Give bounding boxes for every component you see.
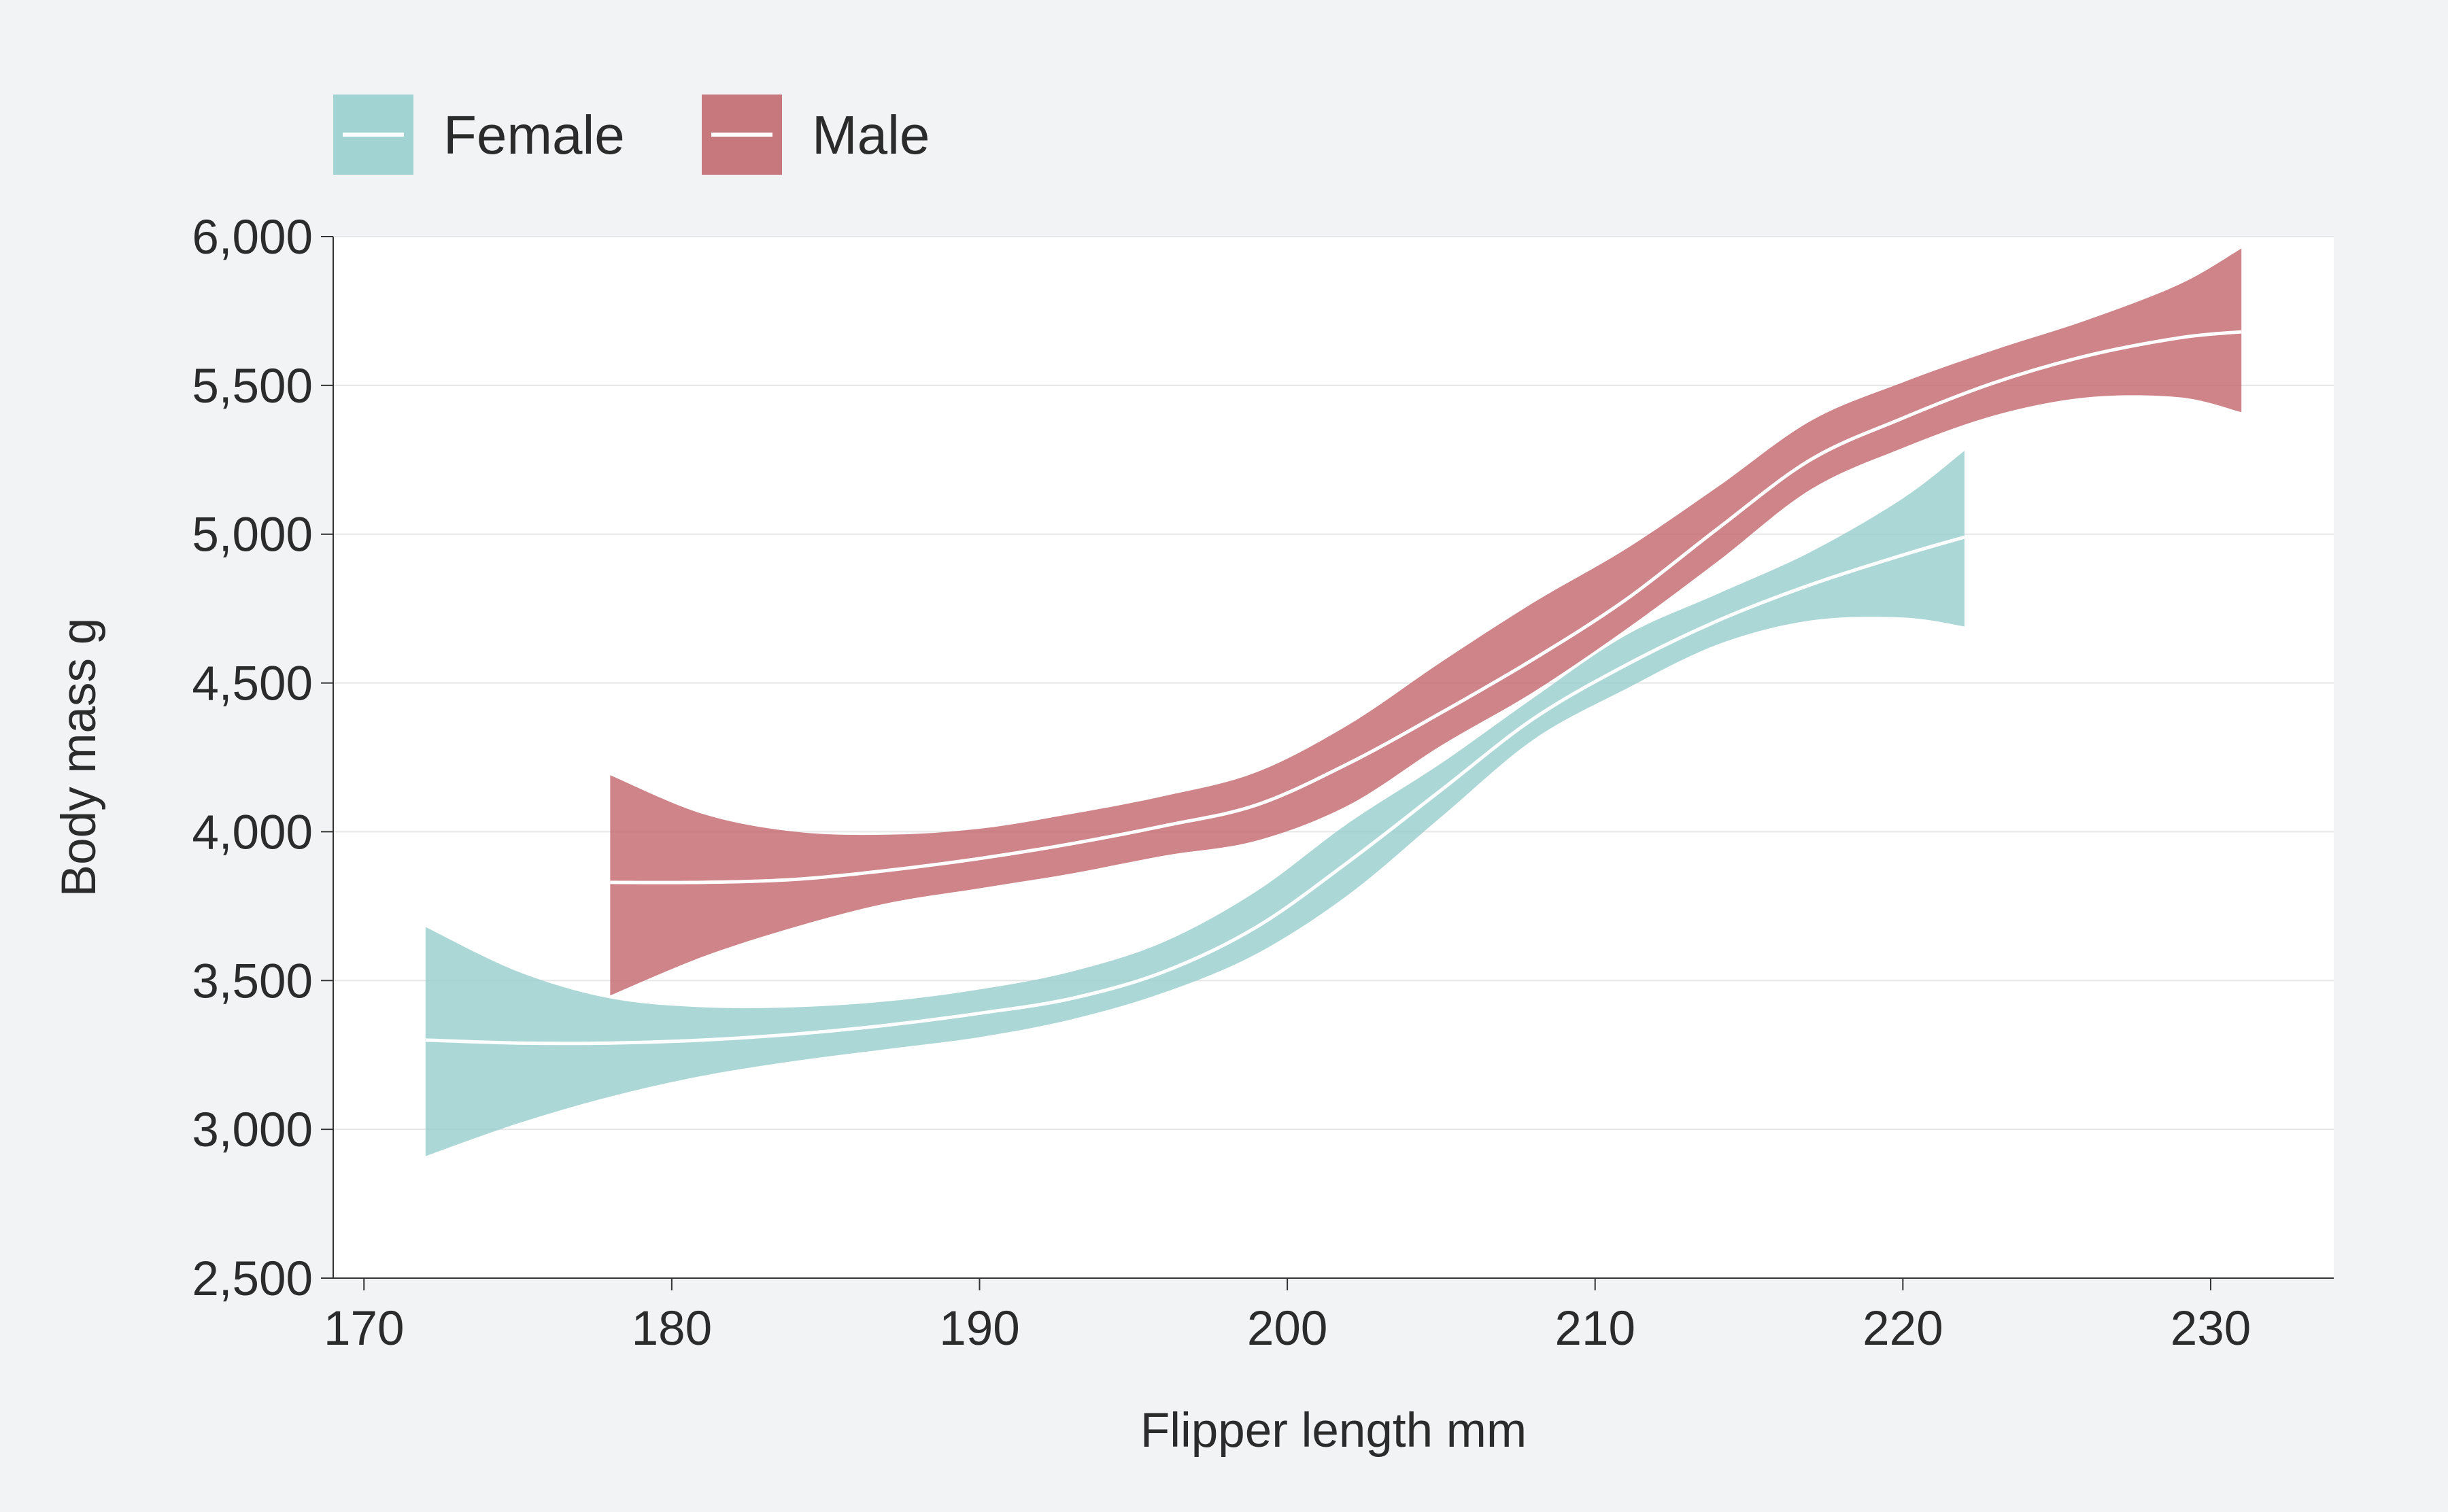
legend-label-male: Male: [812, 105, 930, 165]
trend-line-male: [610, 330, 2242, 884]
y-tick-label-5: 5,000: [192, 509, 313, 562]
trend-line-female: [425, 535, 1965, 1046]
x-tick-label-5: 220: [1863, 1302, 1943, 1356]
x-tick-label-1: 180: [632, 1302, 712, 1356]
y-tick-label-1: 3,000: [192, 1103, 313, 1157]
confidence-band-male: [610, 248, 2242, 996]
x-axis-title: Flipper length mm: [1140, 1404, 1527, 1458]
y-tick-label-7: 6,000: [192, 211, 313, 264]
confidence-band-female: [425, 451, 1965, 1156]
y-tick-label-4: 4,500: [192, 657, 313, 711]
legend-label-female: Female: [443, 105, 625, 165]
legend-item-female: Female: [333, 94, 625, 175]
x-tick-label-3: 200: [1247, 1302, 1327, 1356]
x-tick-label-6: 230: [2171, 1302, 2251, 1356]
y-tick-label-2: 3,500: [192, 955, 313, 1008]
y-tick-label-6: 5,500: [192, 360, 313, 413]
legend-item-male: Male: [702, 94, 930, 175]
series: [425, 248, 2242, 1156]
y-axis-title: Body mass g: [52, 618, 106, 897]
x-tick-label-4: 210: [1554, 1302, 1635, 1356]
x-tick-label-2: 190: [939, 1302, 1019, 1356]
axes: 2,500 3,000 3,500 4,000 4,500 5,000 5,500 6,000…: [192, 211, 2334, 1356]
y-tick-label-0: 2,500: [192, 1252, 313, 1306]
y-tick-label-3: 4,000: [192, 806, 313, 859]
x-tick-label-0: 170: [324, 1302, 404, 1356]
legend: Female Male: [333, 94, 930, 175]
